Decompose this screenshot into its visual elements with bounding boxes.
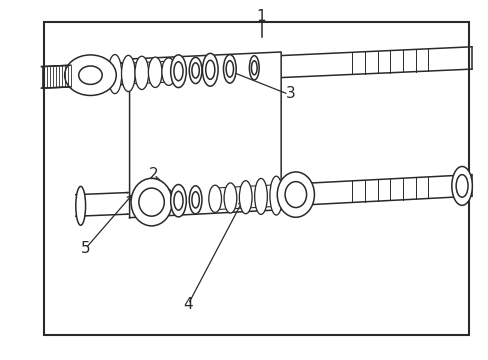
Ellipse shape [251,61,257,75]
Ellipse shape [174,62,183,81]
Ellipse shape [451,166,471,205]
Text: 4: 4 [183,297,193,312]
Ellipse shape [108,54,122,94]
Ellipse shape [170,55,186,87]
Ellipse shape [254,179,267,215]
Ellipse shape [170,185,186,217]
Ellipse shape [205,60,214,79]
Ellipse shape [131,178,172,226]
Ellipse shape [174,191,183,210]
Ellipse shape [208,185,221,212]
Ellipse shape [249,56,259,80]
Ellipse shape [135,56,148,90]
Text: 3: 3 [285,86,295,101]
Ellipse shape [191,192,199,208]
Ellipse shape [189,186,202,214]
Ellipse shape [76,186,85,225]
Ellipse shape [455,175,467,197]
Ellipse shape [277,172,314,217]
Ellipse shape [64,55,116,95]
Ellipse shape [269,176,282,215]
Ellipse shape [224,183,236,213]
Text: 2: 2 [149,167,159,182]
Text: 5: 5 [81,241,90,256]
Ellipse shape [148,57,162,87]
Ellipse shape [79,66,102,84]
Ellipse shape [239,181,252,214]
Ellipse shape [121,55,135,91]
Ellipse shape [191,63,199,78]
Ellipse shape [285,182,306,208]
Ellipse shape [202,53,218,86]
Ellipse shape [225,60,233,77]
Ellipse shape [139,188,164,216]
Ellipse shape [162,58,175,85]
Bar [44,22,468,335]
Text: 1: 1 [256,9,266,24]
Ellipse shape [223,55,236,83]
Polygon shape [129,52,281,218]
Ellipse shape [189,57,202,84]
